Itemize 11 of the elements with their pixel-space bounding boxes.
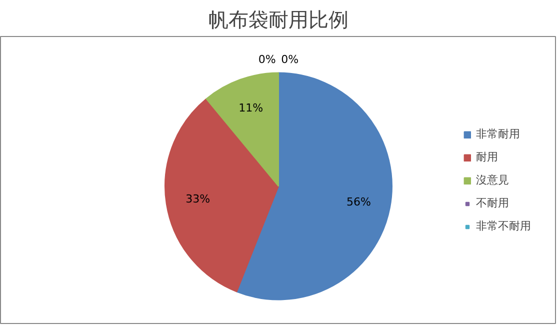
text: 0% <box>281 53 299 66</box>
chart-title: 帆布袋耐用比例 <box>208 8 348 32</box>
data-label: 56% <box>346 195 371 208</box>
legend-label: 沒意見 <box>476 172 509 188</box>
legend-label: 不耐用 <box>476 196 509 210</box>
legend-label: 非常耐用 <box>476 126 520 142</box>
legend-label: 耐用 <box>476 150 498 164</box>
text: 0% <box>258 53 276 66</box>
data-label: 11% <box>238 102 264 115</box>
legend-label: 非常不耐用 <box>476 218 531 234</box>
data-label: 33% <box>186 192 210 206</box>
